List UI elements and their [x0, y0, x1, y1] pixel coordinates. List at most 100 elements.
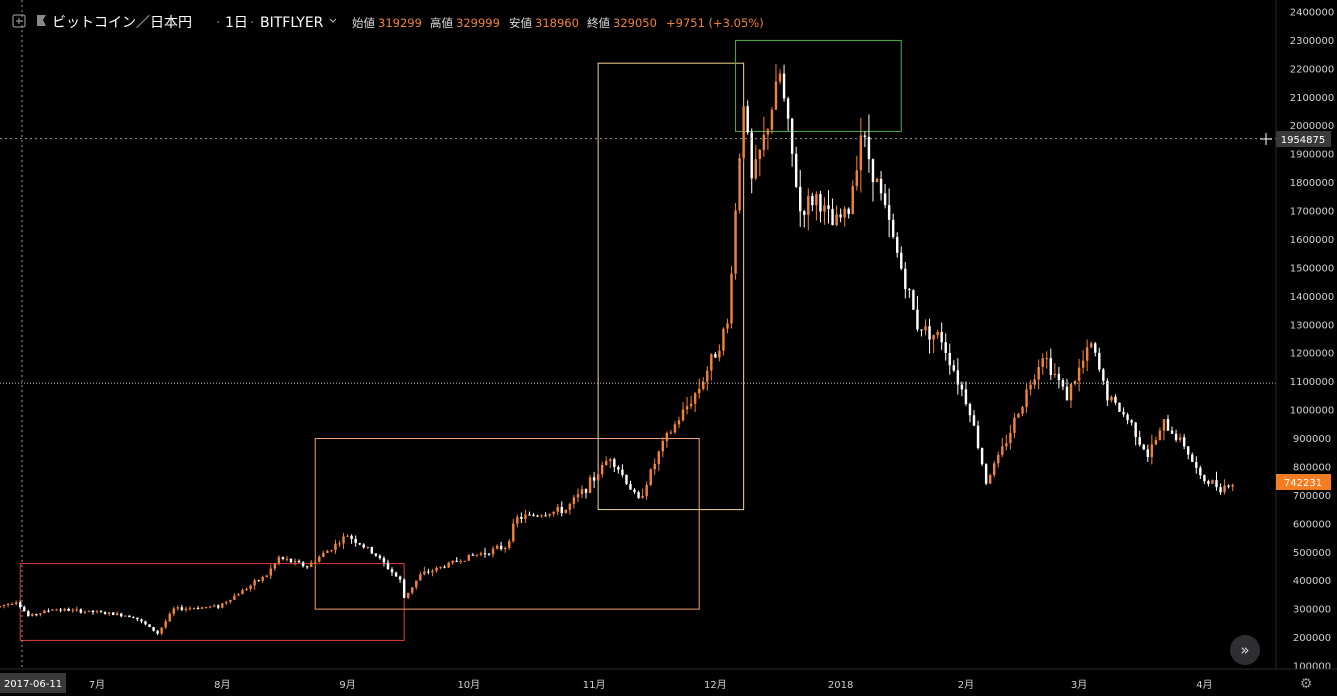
candle — [338, 540, 341, 547]
candle — [423, 566, 426, 576]
candle — [697, 378, 701, 399]
candle — [552, 511, 555, 517]
crosshair-price-tag — [1276, 131, 1331, 147]
candle — [443, 564, 446, 569]
candle — [924, 319, 927, 336]
symbol-name[interactable]: ビットコイン／日本円 — [52, 15, 192, 31]
candle — [596, 470, 600, 482]
candle — [111, 612, 115, 616]
candle — [245, 587, 248, 591]
candle — [184, 606, 188, 613]
candle — [657, 450, 660, 471]
candle — [1053, 362, 1057, 379]
candle — [588, 474, 592, 494]
time-tick-label: 11月 — [583, 679, 606, 691]
candle — [330, 549, 333, 553]
candle — [305, 565, 309, 570]
close-label: 終値 — [587, 16, 610, 30]
candle — [997, 451, 1000, 468]
candle — [103, 611, 107, 615]
price-axis[interactable] — [1276, 0, 1337, 669]
candle — [883, 184, 887, 209]
candle — [79, 608, 83, 614]
candle — [172, 606, 175, 617]
candle — [334, 539, 337, 554]
candle — [253, 578, 256, 590]
candle — [746, 100, 749, 135]
price-tick-label: 200000 — [1293, 633, 1331, 644]
candle — [738, 153, 741, 214]
candle — [1166, 414, 1170, 431]
candle — [944, 333, 947, 361]
time-tick-label: 3月 — [1071, 679, 1087, 691]
candle — [152, 626, 155, 632]
candle — [847, 207, 850, 219]
candle — [39, 612, 42, 617]
candle — [124, 615, 127, 617]
candle — [516, 514, 519, 528]
candle — [762, 116, 766, 157]
candle — [790, 118, 794, 167]
time-tick-label: 8月 — [214, 679, 230, 691]
candle — [358, 542, 361, 546]
candle — [673, 421, 677, 435]
time-tick-label: 9月 — [339, 679, 355, 691]
candle — [71, 608, 74, 613]
candle — [710, 353, 713, 381]
price-tick-label: 900000 — [1293, 434, 1331, 445]
candle — [879, 171, 883, 201]
scroll-to-latest-button[interactable]: » — [1230, 635, 1260, 665]
candle — [217, 604, 220, 610]
candle — [1001, 437, 1004, 458]
interval-label[interactable]: 1日 — [225, 15, 248, 31]
candle — [718, 344, 721, 362]
candle — [212, 604, 216, 608]
candle — [1146, 444, 1150, 462]
candle — [2, 604, 6, 609]
candle — [1013, 413, 1016, 438]
highlight-box-green[interactable] — [735, 39, 902, 132]
candle — [148, 624, 151, 628]
candle — [625, 474, 628, 485]
candle — [645, 481, 648, 500]
collapse-icon[interactable] — [12, 14, 26, 28]
candle — [920, 329, 923, 337]
chevron-down-icon[interactable] — [329, 18, 337, 23]
candle — [1126, 412, 1129, 425]
candle — [952, 360, 956, 373]
candle — [447, 561, 450, 568]
candle — [819, 190, 822, 223]
candle — [1219, 483, 1222, 496]
highlight-box-orange[interactable] — [314, 438, 700, 610]
candle — [241, 588, 244, 595]
candle — [31, 613, 34, 617]
candle — [132, 616, 135, 619]
flag-icon[interactable] — [37, 15, 46, 26]
candle — [1073, 380, 1077, 386]
candle — [786, 96, 790, 131]
candle — [1174, 429, 1178, 443]
price-tick-label: 2100000 — [1290, 93, 1335, 104]
candle — [269, 564, 272, 580]
candle — [811, 192, 814, 212]
candle — [322, 550, 325, 558]
settings-gear-icon[interactable]: ⚙ — [1299, 676, 1313, 692]
price-tick-label: 1300000 — [1290, 320, 1335, 331]
price-tick-label: 1900000 — [1290, 150, 1335, 161]
candle — [831, 198, 834, 226]
candle — [508, 539, 511, 550]
candle — [1057, 366, 1061, 389]
candle — [794, 146, 798, 188]
candle — [1033, 374, 1036, 389]
candle — [766, 127, 770, 150]
candle — [188, 605, 192, 611]
candle — [754, 144, 757, 181]
candle — [988, 473, 992, 484]
candle — [144, 620, 147, 626]
exchange-label[interactable]: BITFLYER — [260, 15, 324, 31]
candle — [859, 117, 863, 193]
highlight-box-yellow[interactable] — [597, 62, 745, 511]
price-tick-label: 1500000 — [1290, 263, 1335, 274]
candle — [467, 554, 471, 561]
